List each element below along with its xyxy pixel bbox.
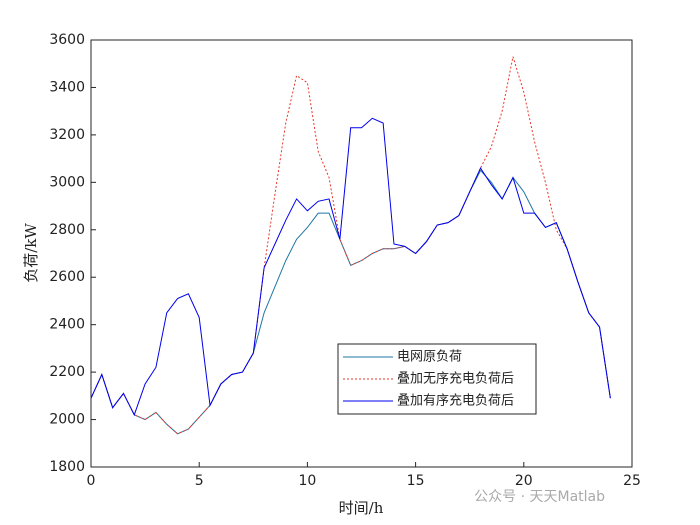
x-tick-label: 0	[87, 473, 96, 489]
y-tick-label: 3400	[49, 79, 85, 95]
legend-label: 叠加无序充电负荷后	[397, 371, 514, 387]
series-line	[90, 56, 611, 435]
legend-label: 叠加有序充电负荷后	[397, 393, 514, 409]
x-axis-label: 时间/h	[339, 499, 384, 517]
x-tick-label: 15	[407, 473, 425, 489]
x-tick-label: 25	[623, 473, 641, 489]
y-tick-label: 2400	[49, 317, 85, 333]
y-tick-label: 2600	[49, 269, 85, 285]
watermark: 公众号 · 天天Matlab	[474, 489, 605, 505]
y-tick-label: 2800	[49, 222, 85, 238]
series-line	[90, 169, 611, 435]
y-tick-label: 2000	[49, 412, 85, 428]
x-tick-label: 5	[195, 473, 204, 489]
y-tick-label: 2200	[49, 364, 85, 380]
y-tick-label: 3000	[49, 174, 85, 190]
x-tick-label: 20	[515, 473, 533, 489]
y-tick-label: 3600	[49, 32, 85, 48]
y-tick-label: 1800	[49, 459, 85, 475]
series-line	[90, 117, 611, 417]
x-tick-label: 10	[298, 473, 316, 489]
y-tick-label: 3200	[49, 127, 85, 143]
y-axis-label: 负荷/kW	[22, 223, 40, 283]
legend-label: 电网原负荷	[397, 350, 462, 365]
